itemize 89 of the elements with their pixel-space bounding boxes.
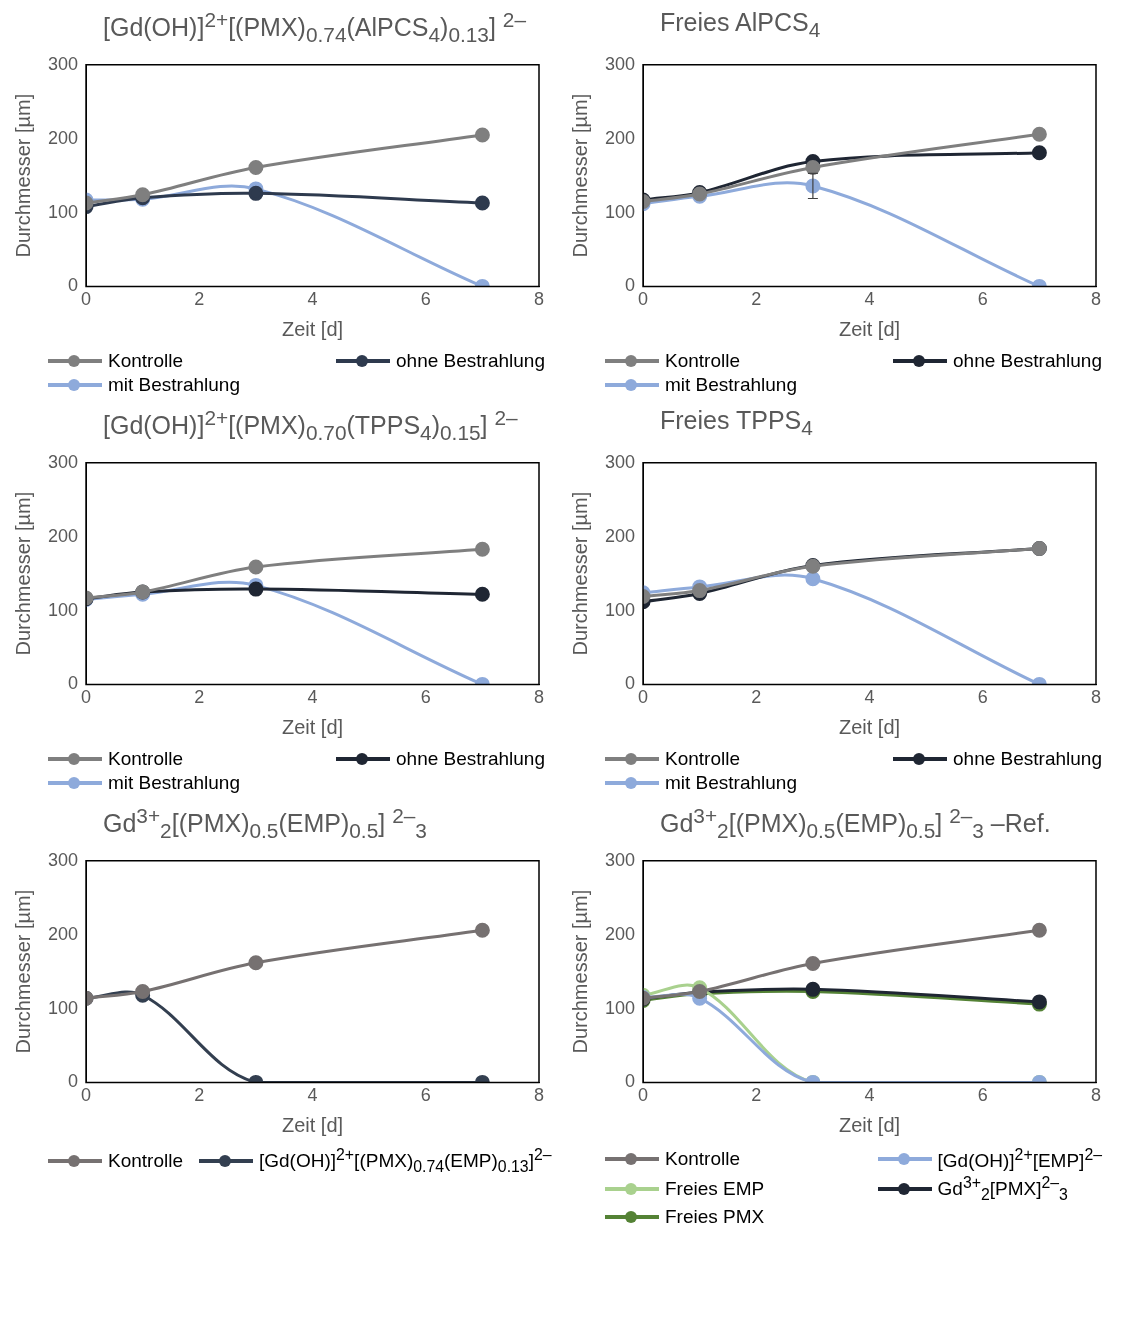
x-tick-label: 2 [194, 1085, 205, 1106]
y-tick-label: 200 [47, 525, 79, 546]
x-axis-title: Zeit [d] [281, 317, 344, 340]
legend-label: Kontrolle [665, 748, 740, 770]
y-tick-label: 200 [47, 127, 79, 148]
y-tick-label: 200 [604, 923, 636, 944]
x-tick-label: 2 [751, 289, 762, 310]
y-tick-label: 0 [625, 673, 636, 694]
x-tick-label: 2 [751, 687, 762, 708]
x-axis-title: Zeit [d] [281, 715, 344, 738]
x-tick-label: 4 [864, 1085, 875, 1106]
y-tick-label: 200 [47, 923, 79, 944]
legend-label: ohne Bestrahlung [953, 748, 1102, 770]
legend-label: Freies PMX [665, 1206, 765, 1229]
y-tick-label: 300 [47, 451, 79, 472]
x-axis-title: Zeit [d] [838, 715, 901, 738]
x-tick-label: 8 [1090, 687, 1102, 708]
legend-label: [Gd(OH)]$^{2+}$[EMP]$^{2–}$ [937, 1146, 1102, 1173]
legend-label: mit Bestrahlung [665, 772, 798, 794]
y-tick-label: 300 [47, 53, 79, 74]
x-tick-label: 2 [194, 687, 205, 708]
x-axis-title: Zeit [d] [281, 1113, 344, 1136]
x-tick-label: 4 [307, 289, 318, 310]
y-tick-label: 100 [47, 599, 79, 620]
x-tick-label: 8 [1090, 289, 1102, 310]
y-tick-label: 200 [604, 525, 636, 546]
y-tick-label: 0 [625, 275, 636, 296]
y-tick-label: 0 [68, 275, 79, 296]
x-tick-label: 6 [977, 1085, 988, 1106]
legend-label: Kontrolle [665, 350, 740, 372]
x-tick-label: 4 [307, 1085, 318, 1106]
legend-label: ohne Bestrahlung [396, 350, 545, 372]
x-tick-label: 6 [977, 687, 988, 708]
y-tick-label: 0 [68, 673, 79, 694]
legend-label: ohne Bestrahlung [953, 350, 1102, 372]
x-tick-label: 6 [420, 289, 431, 310]
y-tick-label: 100 [47, 201, 79, 222]
legend-label: mit Bestrahlung [108, 772, 241, 794]
x-tick-label: 6 [420, 687, 431, 708]
x-tick-label: 0 [81, 687, 92, 708]
y-axis-title: Durchmesser [µm] [568, 889, 591, 1054]
y-axis-title: Durchmesser [µm] [11, 491, 34, 656]
legend-label: Freies EMP [665, 1178, 765, 1201]
y-tick-label: 300 [47, 849, 79, 870]
legend-label: ohne Bestrahlung [396, 748, 545, 770]
y-tick-label: 300 [604, 451, 636, 472]
x-tick-label: 4 [307, 687, 318, 708]
x-tick-label: 8 [533, 687, 545, 708]
x-tick-label: 0 [81, 289, 92, 310]
x-tick-label: 0 [638, 289, 649, 310]
y-tick-label: 0 [68, 1071, 79, 1092]
x-tick-label: 2 [751, 1085, 762, 1106]
chart-title: Freies AlPCS$_{4}$ [659, 8, 822, 43]
y-axis-title: Durchmesser [µm] [568, 93, 591, 258]
x-tick-label: 2 [194, 289, 205, 310]
legend-label: Kontrolle [108, 350, 183, 372]
y-tick-label: 200 [604, 127, 636, 148]
legend-label: Kontrolle [665, 1148, 740, 1171]
y-tick-label: 100 [604, 201, 636, 222]
y-tick-label: 100 [604, 599, 636, 620]
y-axis-title: Durchmesser [µm] [11, 93, 34, 258]
x-tick-label: 0 [81, 1085, 92, 1106]
x-tick-label: 0 [638, 1085, 649, 1106]
y-tick-label: 100 [604, 997, 636, 1018]
legend-label: mit Bestrahlung [665, 374, 798, 396]
legend-label: mit Bestrahlung [108, 374, 241, 396]
legend-label: Kontrolle [108, 1150, 183, 1173]
x-axis-title: Zeit [d] [838, 1113, 901, 1136]
chart-title: [Gd(OH)]$^{2+}$[(PMX)$_{0.70}$(TPPS$_{4}$)$_{0.15}$] $^{2–}$ [103, 406, 518, 445]
x-tick-label: 8 [533, 289, 545, 310]
chart-title: Freies TPPS$_{4}$ [659, 406, 814, 441]
x-tick-label: 6 [977, 289, 988, 310]
x-tick-label: 4 [864, 289, 875, 310]
chart-title: Gd$^{3+}$$_{2}$[(PMX)$_{0.5}$(EMP)$_{0.5}$] $^{2–}$$_{3}$ –Ref. [660, 804, 1051, 843]
y-tick-label: 300 [604, 849, 636, 870]
x-tick-label: 4 [864, 687, 875, 708]
x-tick-label: 0 [638, 687, 649, 708]
y-axis-title: Durchmesser [µm] [11, 889, 34, 1054]
chart-title: [Gd(OH)]$^{2+}$[(PMX)$_{0.74}$(AlPCS$_{4}$)$_{0.13}$] $^{2–}$ [103, 8, 526, 47]
x-tick-label: 6 [420, 1085, 431, 1106]
y-tick-label: 300 [604, 53, 636, 74]
legend-label: [Gd(OH)]$^{2+}$[(PMX)$_{0.74}$(EMP)$_{0.13}$]$^{2–}$ [259, 1146, 552, 1177]
x-tick-label: 8 [533, 1085, 545, 1106]
x-axis-title: Zeit [d] [838, 317, 901, 340]
y-axis-title: Durchmesser [µm] [568, 491, 591, 656]
y-tick-label: 100 [47, 997, 79, 1018]
x-tick-label: 8 [1090, 1085, 1102, 1106]
y-tick-label: 0 [625, 1071, 636, 1092]
legend-label: Kontrolle [108, 748, 183, 770]
